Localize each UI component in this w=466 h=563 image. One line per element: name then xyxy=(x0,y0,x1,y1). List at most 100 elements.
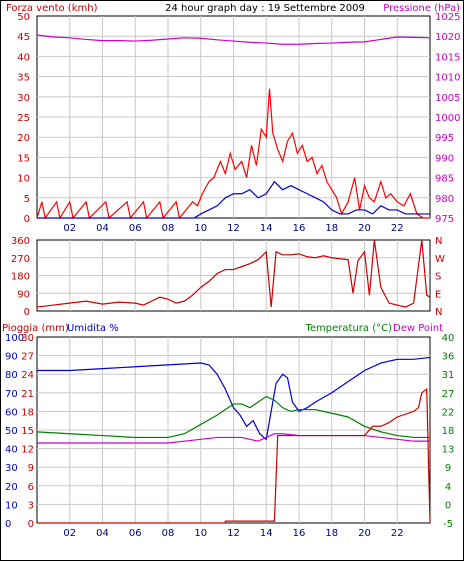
x-tick-label: 20 xyxy=(358,528,371,539)
pressure-tick-label: 1015 xyxy=(435,52,460,63)
humidity-tick-label: 40 xyxy=(5,445,18,456)
wind-tick-label: 40 xyxy=(17,52,30,63)
pressure-tick-label: 980 xyxy=(435,194,454,205)
pressure-tick-label: 1005 xyxy=(435,93,460,104)
direction-tick-label: 90 xyxy=(17,289,30,300)
panel1-series-1 xyxy=(36,88,430,220)
humidity-tick-label: 50 xyxy=(5,426,18,437)
rain-tick-label: 18 xyxy=(21,407,34,418)
pressure-tick-label: 985 xyxy=(435,174,454,185)
temperature-tick-label: 4 xyxy=(445,482,451,493)
rain-tick-label: 6 xyxy=(28,482,34,493)
wind-tick-label: 30 xyxy=(17,93,30,104)
x-tick-label: 06 xyxy=(129,223,142,234)
compass-tick-label: W xyxy=(435,254,445,265)
x-tick-label: 18 xyxy=(325,223,338,234)
temperature-tick-label: 36 xyxy=(442,352,455,363)
panel3-series-0 xyxy=(37,356,431,441)
x-tick-label: 16 xyxy=(293,528,306,539)
compass-tick-label: E xyxy=(435,289,441,300)
humidity-tick-label: 0 xyxy=(5,519,11,530)
humidity-tick-label: 30 xyxy=(5,463,18,474)
compass-tick-label: S xyxy=(435,272,441,283)
pressure-tick-label: 1020 xyxy=(435,32,460,43)
rain-tick-label: 21 xyxy=(21,389,34,400)
chart-title: 24 hour graph day : 19 Settembre 2009 xyxy=(165,3,365,14)
direction-tick-label: 270 xyxy=(11,254,30,265)
humidity-tick-label: 100 xyxy=(5,333,24,344)
panel3-series-3 xyxy=(37,387,431,524)
temperature-axis-label: Temperatura (°C) xyxy=(304,323,392,334)
x-tick-label: 04 xyxy=(96,528,109,539)
direction-tick-label: 0 xyxy=(24,307,30,318)
humidity-tick-label: 60 xyxy=(5,407,18,418)
x-tick-label: 14 xyxy=(260,528,273,539)
x-tick-label: 22 xyxy=(391,528,404,539)
pressure-axis-label: Pressione (hPa) xyxy=(383,3,460,14)
temperature-tick-label: 31 xyxy=(442,370,455,381)
rain-tick-label: 3 xyxy=(28,500,34,511)
wind-tick-label: 45 xyxy=(17,32,30,43)
temperature-tick-label: 27 xyxy=(442,389,455,400)
rain-tick-label: 24 xyxy=(21,370,34,381)
compass-tick-label: N xyxy=(435,307,442,318)
humidity-axis-label: Umidita % xyxy=(67,323,119,334)
rain-axis-label: Pioggia (mm) xyxy=(2,323,69,334)
pressure-tick-label: 1010 xyxy=(435,73,460,84)
panel3-series-1 xyxy=(36,395,430,439)
x-tick-label: 22 xyxy=(391,223,404,234)
x-tick-label: 18 xyxy=(325,528,338,539)
x-tick-label: 08 xyxy=(162,223,175,234)
humidity-tick-label: 70 xyxy=(5,389,18,400)
dewpoint-axis-label: Dew Point xyxy=(393,323,443,334)
wind-tick-label: 35 xyxy=(17,73,30,84)
wind-tick-label: 20 xyxy=(17,133,30,144)
humidity-tick-label: 10 xyxy=(5,500,18,511)
x-tick-label: 06 xyxy=(129,528,142,539)
rain-tick-label: 9 xyxy=(28,463,34,474)
temperature-tick-label: 18 xyxy=(442,426,455,437)
temperature-tick-label: 40 xyxy=(442,333,455,344)
temperature-tick-label: 9 xyxy=(445,463,451,474)
pressure-tick-label: 975 xyxy=(435,214,454,225)
wind-tick-label: 15 xyxy=(17,153,30,164)
direction-tick-label: 180 xyxy=(11,272,30,283)
direction-tick-label: 360 xyxy=(11,236,30,247)
x-tick-label: 02 xyxy=(63,528,76,539)
x-tick-label: 14 xyxy=(260,223,273,234)
x-tick-label: 08 xyxy=(162,528,175,539)
rain-tick-label: 27 xyxy=(21,352,34,363)
humidity-tick-label: 80 xyxy=(5,370,18,381)
humidity-tick-label: 90 xyxy=(5,352,18,363)
panel3-series-2 xyxy=(37,433,430,444)
pressure-tick-label: 995 xyxy=(435,133,454,144)
wind-tick-label: 50 xyxy=(17,12,30,23)
pressure-tick-label: 990 xyxy=(435,153,454,164)
panel1-series-0 xyxy=(36,34,431,45)
x-tick-label: 20 xyxy=(358,223,371,234)
x-tick-label: 16 xyxy=(293,223,306,234)
temperature-tick-label: -5 xyxy=(443,519,453,530)
x-tick-label: 12 xyxy=(227,223,240,234)
rain-tick-label: 30 xyxy=(21,333,34,344)
wind-tick-label: 25 xyxy=(17,113,30,124)
wind-tick-label: 0 xyxy=(24,214,30,225)
panel1-series-2 xyxy=(37,180,430,219)
x-tick-label: 10 xyxy=(194,528,207,539)
wind-tick-label: 10 xyxy=(17,174,30,185)
wind-tick-label: 5 xyxy=(24,194,30,205)
x-tick-label: 04 xyxy=(96,223,109,234)
humidity-tick-label: 20 xyxy=(5,482,18,493)
pressure-tick-label: 1025 xyxy=(435,12,460,23)
compass-tick-label: N xyxy=(435,236,442,247)
temperature-tick-label: 13 xyxy=(442,445,455,456)
x-tick-label: 10 xyxy=(194,223,207,234)
direction-series-0 xyxy=(36,239,431,308)
temperature-tick-label: 22 xyxy=(442,407,455,418)
rain-tick-label: 12 xyxy=(21,445,34,456)
rain-tick-label: 15 xyxy=(21,426,34,437)
pressure-tick-label: 1000 xyxy=(435,113,460,124)
temperature-tick-label: 0 xyxy=(445,500,451,511)
wind-axis-label: Forza vento (kmh) xyxy=(6,3,98,14)
